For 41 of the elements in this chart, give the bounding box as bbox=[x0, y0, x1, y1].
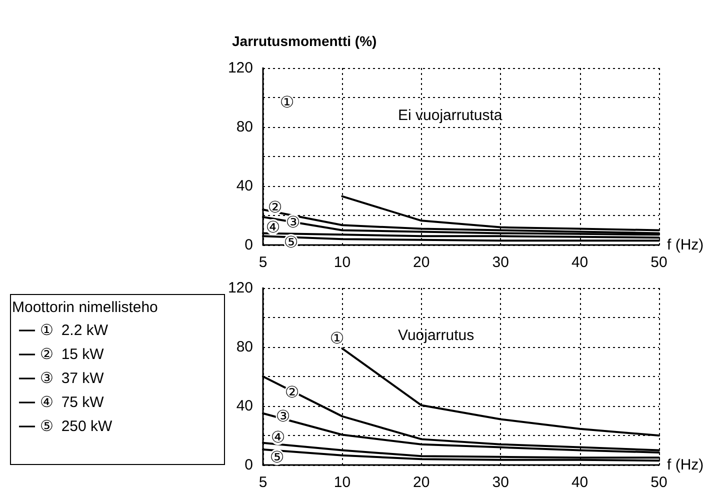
y-tick-label: 80 bbox=[236, 338, 253, 356]
y-tick-label: 0 bbox=[244, 456, 253, 474]
text: Ei vuojarrutusta bbox=[398, 107, 503, 124]
y-tick-label: 40 bbox=[236, 398, 253, 414]
x-tick-label: 5 bbox=[258, 254, 268, 271]
annotation: ⑤ bbox=[284, 232, 298, 252]
x-tick-label: 50 bbox=[650, 254, 668, 271]
y-tick-label: 0 bbox=[244, 236, 253, 254]
annotation: ① bbox=[280, 92, 294, 112]
y-tick-label: 80 bbox=[236, 118, 253, 136]
y-tick-label: 40 bbox=[236, 178, 253, 194]
legend-label: ① 2.2 kW bbox=[40, 322, 109, 339]
x-tick-label: 40 bbox=[571, 254, 588, 271]
legend-label: ④ 75 kW bbox=[40, 394, 105, 411]
x-tick-label: 20 bbox=[413, 474, 430, 491]
x-tick-label: 5 bbox=[258, 474, 268, 491]
x-axis-title: f (Hz) bbox=[667, 236, 704, 254]
x-tick-label: 10 bbox=[334, 474, 351, 491]
legend-title: Moottorin nimellisteho bbox=[12, 299, 158, 316]
legend-label: ③ 37 kW bbox=[40, 370, 105, 387]
y-tick-label: 120 bbox=[228, 60, 253, 76]
x-tick-label: 50 bbox=[650, 474, 668, 491]
annotation: ② bbox=[284, 382, 300, 402]
y-axis-title: Jarrutusmomentti (%) bbox=[232, 33, 377, 49]
text: Vuojarrutus bbox=[398, 327, 474, 344]
x-tick-label: 20 bbox=[413, 254, 430, 271]
x-tick-label: 30 bbox=[492, 474, 509, 491]
annotation: ① bbox=[330, 328, 344, 348]
annotation: ⑤ bbox=[270, 448, 284, 466]
annotation: ④ bbox=[266, 218, 280, 236]
y-tick-label: 120 bbox=[228, 280, 253, 296]
x-tick-label: 10 bbox=[334, 254, 351, 271]
x-tick-label: 40 bbox=[571, 474, 588, 491]
annotation: ④ bbox=[270, 428, 286, 446]
annotation: ② bbox=[268, 198, 282, 216]
legend-label: ⑤ 250 kW bbox=[40, 418, 114, 435]
x-tick-label: 30 bbox=[492, 254, 509, 271]
x-axis-title: f (Hz) bbox=[667, 456, 704, 474]
legend-label: ② 15 kW bbox=[40, 346, 105, 363]
annotation: ③ bbox=[286, 212, 300, 232]
annotation: ③ bbox=[276, 406, 290, 426]
